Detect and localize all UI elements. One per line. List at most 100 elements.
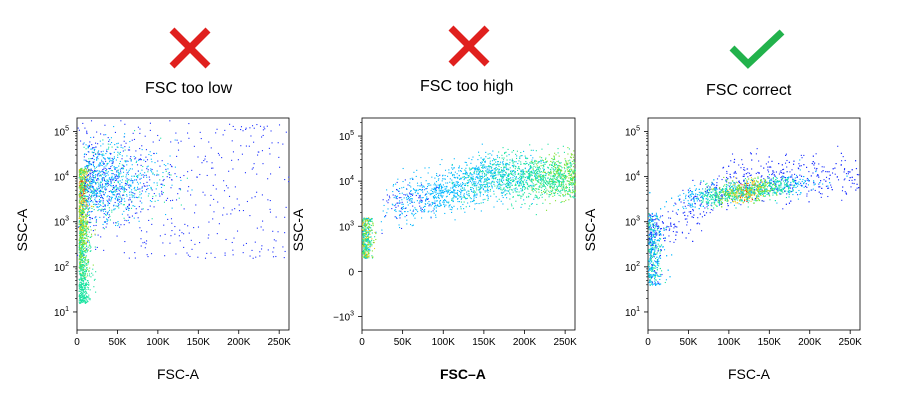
x-tick-label: 150K xyxy=(187,337,211,348)
scatter-point xyxy=(82,216,84,218)
scatter-point xyxy=(430,184,432,186)
scatter-point xyxy=(514,171,516,173)
scatter-point xyxy=(480,187,482,189)
scatter-point xyxy=(85,243,87,245)
scatter-point xyxy=(253,141,255,143)
scatter-point xyxy=(545,191,547,193)
scatter-point xyxy=(371,245,373,247)
scatter-point xyxy=(548,182,550,184)
scatter-point xyxy=(544,176,546,178)
scatter-point xyxy=(91,144,93,146)
scatter-point xyxy=(496,154,498,157)
scatter-point xyxy=(80,284,82,286)
scatter-point xyxy=(123,224,125,226)
scatter-point xyxy=(80,195,82,197)
scatter-point xyxy=(364,248,367,250)
scatter-point xyxy=(104,208,106,210)
scatter-point xyxy=(391,208,393,210)
scatter-point xyxy=(117,221,119,223)
scatter-point xyxy=(78,285,80,287)
scatter-point xyxy=(87,296,89,298)
scatter-point xyxy=(461,190,463,192)
scatter-point xyxy=(128,204,130,207)
scatter-point xyxy=(80,300,83,302)
scatter-point xyxy=(365,234,367,236)
scatter-point xyxy=(559,184,561,186)
scatter-point xyxy=(124,184,126,186)
scatter-point xyxy=(95,182,97,184)
scatter-point xyxy=(424,203,426,205)
scatter-point xyxy=(112,173,114,175)
scatter-point xyxy=(534,189,536,192)
scatter-point xyxy=(85,227,87,229)
scatter-point xyxy=(80,222,82,224)
scatter-point xyxy=(82,207,84,209)
scatter-point xyxy=(81,254,83,256)
scatter-point xyxy=(509,186,511,189)
scatter-point xyxy=(460,191,462,193)
scatter-point xyxy=(86,165,89,167)
scatter-point xyxy=(440,185,443,187)
scatter-point xyxy=(88,178,90,180)
scatter-point xyxy=(555,189,557,191)
scatter-point xyxy=(491,169,494,172)
scatter-point xyxy=(571,169,573,172)
scatter-point xyxy=(419,197,421,199)
scatter-point xyxy=(548,154,550,156)
scatter-point xyxy=(558,181,560,183)
scatter-point xyxy=(533,185,535,187)
scatter-point xyxy=(79,203,81,205)
scatter-point xyxy=(540,159,542,161)
scatter-point xyxy=(111,146,113,148)
scatter-point xyxy=(83,253,85,255)
scatter-point xyxy=(79,251,81,253)
scatter-point xyxy=(468,192,470,195)
scatter-point xyxy=(439,185,441,187)
scatter-point xyxy=(539,186,541,188)
scatter-point xyxy=(487,194,489,196)
scatter-point xyxy=(547,182,549,184)
scatter-point xyxy=(471,200,473,203)
scatter-point xyxy=(432,188,434,191)
scatter-point xyxy=(135,208,137,210)
scatter-point xyxy=(89,196,92,198)
scatter-point xyxy=(547,177,549,179)
scatter-point xyxy=(474,192,476,194)
scatter-point xyxy=(104,180,106,182)
scatter-point xyxy=(490,171,492,173)
scatter-point xyxy=(534,159,536,161)
scatter-point xyxy=(443,178,445,180)
scatter-point xyxy=(508,169,510,171)
scatter-point xyxy=(119,185,121,187)
scatter-point xyxy=(479,170,481,173)
scatter-point xyxy=(79,196,81,198)
scatter-point xyxy=(174,225,176,228)
scatter-point xyxy=(117,169,119,171)
scatter-point xyxy=(108,178,110,180)
scatter-point xyxy=(91,205,93,207)
scatter-point xyxy=(552,176,554,178)
scatter-point xyxy=(97,170,99,172)
scatter-point xyxy=(522,173,524,175)
scatter-point xyxy=(455,192,457,194)
scatter-point xyxy=(448,204,450,206)
scatter-point xyxy=(83,269,85,271)
scatter-point xyxy=(485,167,487,169)
scatter-point xyxy=(101,159,103,161)
scatter-point xyxy=(474,168,476,170)
scatter-point xyxy=(82,291,84,293)
scatter-point xyxy=(80,270,82,272)
scatter-point xyxy=(118,172,120,174)
scatter-point xyxy=(494,185,496,187)
scatter-point xyxy=(368,223,370,225)
scatter-point xyxy=(128,203,130,205)
scatter-point xyxy=(177,193,179,195)
scatter-point xyxy=(548,174,550,176)
scatter-point xyxy=(418,188,421,191)
scatter-point xyxy=(86,223,88,225)
scatter-point xyxy=(366,257,368,259)
scatter-point xyxy=(87,246,89,248)
scatter-point xyxy=(507,187,509,189)
scatter-point xyxy=(135,157,137,159)
